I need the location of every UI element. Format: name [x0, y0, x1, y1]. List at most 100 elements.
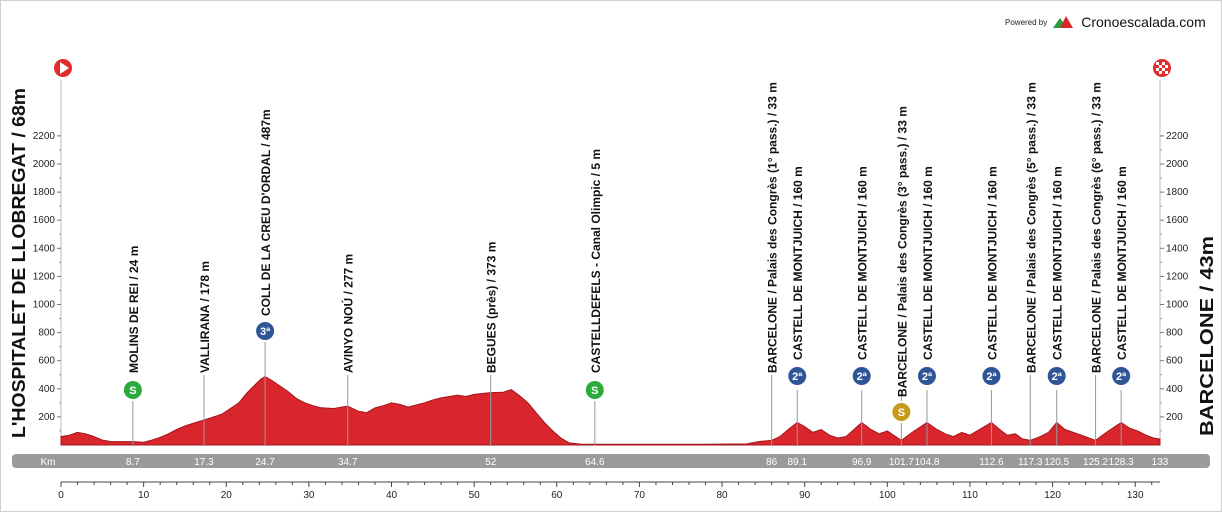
km-band-label: Km: [41, 457, 56, 468]
finish-flag-check: [1162, 68, 1165, 71]
brand-text[interactable]: Cronoescalada.com: [1081, 14, 1206, 30]
y-tick-label-left: 200: [38, 412, 55, 423]
waypoint-label: COLL DE LA CREU D'ORDAL / 487m: [259, 109, 273, 316]
waypoint-km-label: 117.3: [1018, 457, 1043, 468]
y-tick-label-right: 1800: [1166, 187, 1189, 198]
waypoint-km-label: 120.5: [1044, 457, 1069, 468]
y-tick-label-left: 1600: [33, 215, 56, 226]
waypoint-label: MOLINS DE REI / 24 m: [127, 246, 141, 373]
waypoint-km-label: 89.1: [788, 457, 808, 468]
sprint-marker-text: S: [129, 385, 136, 397]
waypoint-label: BARCELONE / Palais des Congrès (3° pass.…: [895, 106, 909, 397]
waypoint-label: BARCELONE / Palais des Congrès (6° pass.…: [1090, 82, 1104, 373]
waypoint-km-label: 133: [1152, 457, 1169, 468]
y-tick-label-left: 1800: [33, 187, 56, 198]
kom-marker-text: 2ª: [986, 371, 997, 383]
credit: Powered by Cronoescalada.com: [1005, 14, 1206, 30]
y-tick-label-left: 800: [38, 328, 55, 339]
x-tick-label: 0: [58, 490, 64, 501]
x-tick-label: 50: [469, 490, 481, 501]
x-tick-label: 60: [551, 490, 563, 501]
y-tick-label-left: 2200: [33, 131, 56, 142]
kom-marker-icon: [915, 365, 938, 387]
sprint-marker-text: S: [591, 385, 598, 397]
y-tick-label-right: 1400: [1166, 243, 1189, 254]
y-tick-label-right: 400: [1166, 384, 1183, 395]
waypoint-label: CASTELL DE MONTJUICH / 160 m: [1051, 166, 1065, 360]
kom-marker-text: 2ª: [922, 371, 933, 383]
x-tick-label: 80: [716, 490, 728, 501]
x-tick-label: 90: [799, 490, 811, 501]
y-tick-label-right: 1000: [1166, 300, 1189, 311]
finish-flag-check: [1162, 62, 1165, 65]
km-band: [12, 454, 1210, 468]
x-tick-label: 110: [962, 490, 978, 501]
kom-marker-icon: [786, 365, 809, 387]
powered-by-text: Powered by: [1005, 17, 1048, 27]
waypoint-km-label: 96.9: [852, 457, 872, 468]
x-tick-label: 130: [1127, 490, 1144, 501]
y-tick-label-right: 600: [1166, 356, 1183, 367]
kom-marker-text: 2ª: [1052, 371, 1063, 383]
waypoint-km-label: 104.8: [914, 457, 939, 468]
finish-flag-check: [1165, 65, 1168, 68]
waypoint-label: AVINYO NOÚ / 277 m: [341, 254, 356, 373]
waypoint-km-label: 125.2: [1083, 457, 1108, 468]
waypoint-label: BARCELONE / Palais des Congrès (5° pass.…: [1024, 82, 1038, 373]
elevation-profile: [60, 376, 1161, 446]
y-tick-label-right: 2000: [1166, 159, 1189, 170]
waypoint-km-label: 52: [485, 457, 497, 468]
waypoint-label: CASTELL DE MONTJUICH / 160 m: [921, 166, 935, 360]
x-tick-label: 70: [634, 490, 646, 501]
waypoint-km-label: 128.3: [1109, 457, 1134, 468]
waypoint-km-label: 8.7: [126, 457, 140, 468]
waypoint-label: CASTELL DE MONTJUICH / 160 m: [856, 166, 870, 360]
x-tick-label: 100: [879, 490, 896, 501]
kom-marker-text: 2ª: [792, 371, 803, 383]
sprint-marker-icon: [583, 379, 606, 401]
bonus-marker-text: S: [898, 407, 905, 419]
finish-flag-check: [1165, 71, 1168, 74]
y-tick-label-right: 1200: [1166, 271, 1189, 282]
y-tick-label-left: 1400: [33, 243, 56, 254]
waypoint-km-label: 86: [766, 457, 778, 468]
finish-flag-check: [1156, 68, 1159, 71]
x-tick-label: 120: [1044, 490, 1061, 501]
waypoint-km-label: 101.7: [889, 457, 914, 468]
waypoint-km-label: 64.6: [585, 457, 605, 468]
y-tick-label-right: 2200: [1166, 131, 1189, 142]
waypoint-label: VALLIRANA / 178 m: [198, 261, 212, 373]
waypoint-label: BEGUES (près) / 373 m: [485, 242, 499, 373]
kom-marker-icon: [850, 365, 873, 387]
y-tick-label-right: 1600: [1166, 215, 1189, 226]
waypoint-km-label: 17.3: [194, 457, 214, 468]
waypoint-label: CASTELL DE MONTJUICH / 160 m: [1115, 166, 1129, 360]
y-tick-label-left: 400: [38, 384, 55, 395]
x-tick-label: 10: [138, 490, 150, 501]
finish-label: BARCELONE / 43m: [1197, 236, 1217, 436]
x-tick-label: 30: [303, 490, 315, 501]
mountain-logo-icon: [1053, 16, 1074, 28]
x-tick-label: 20: [221, 490, 233, 501]
y-tick-label-left: 1200: [33, 271, 56, 282]
waypoint-label: CASTELL DE MONTJUICH / 160 m: [791, 166, 805, 360]
kom-marker-icon: [1110, 365, 1133, 387]
y-tick-label-left: 1000: [33, 300, 56, 311]
kom-marker-icon: [254, 320, 277, 342]
start-label: L'HOSPITALET DE LLOBREGAT / 68m: [9, 88, 29, 438]
y-tick-label-left: 2000: [33, 159, 56, 170]
y-tick-label-left: 600: [38, 356, 55, 367]
bonus-marker-icon: [890, 401, 913, 423]
waypoint-km-label: 34.7: [338, 457, 358, 468]
waypoint-km-label: 24.7: [255, 457, 275, 468]
finish-flag-check: [1156, 62, 1159, 65]
kom-marker-icon: [1045, 365, 1068, 387]
waypoint-km-label: 112.6: [979, 457, 1004, 468]
y-tick-label-right: 200: [1166, 412, 1183, 423]
sprint-marker-icon: [121, 379, 144, 401]
kom-marker-text: 2ª: [1116, 371, 1127, 383]
finish-flag-check: [1159, 65, 1162, 68]
kom-marker-text: 3ª: [260, 326, 271, 338]
finish-flag-check: [1159, 71, 1162, 74]
